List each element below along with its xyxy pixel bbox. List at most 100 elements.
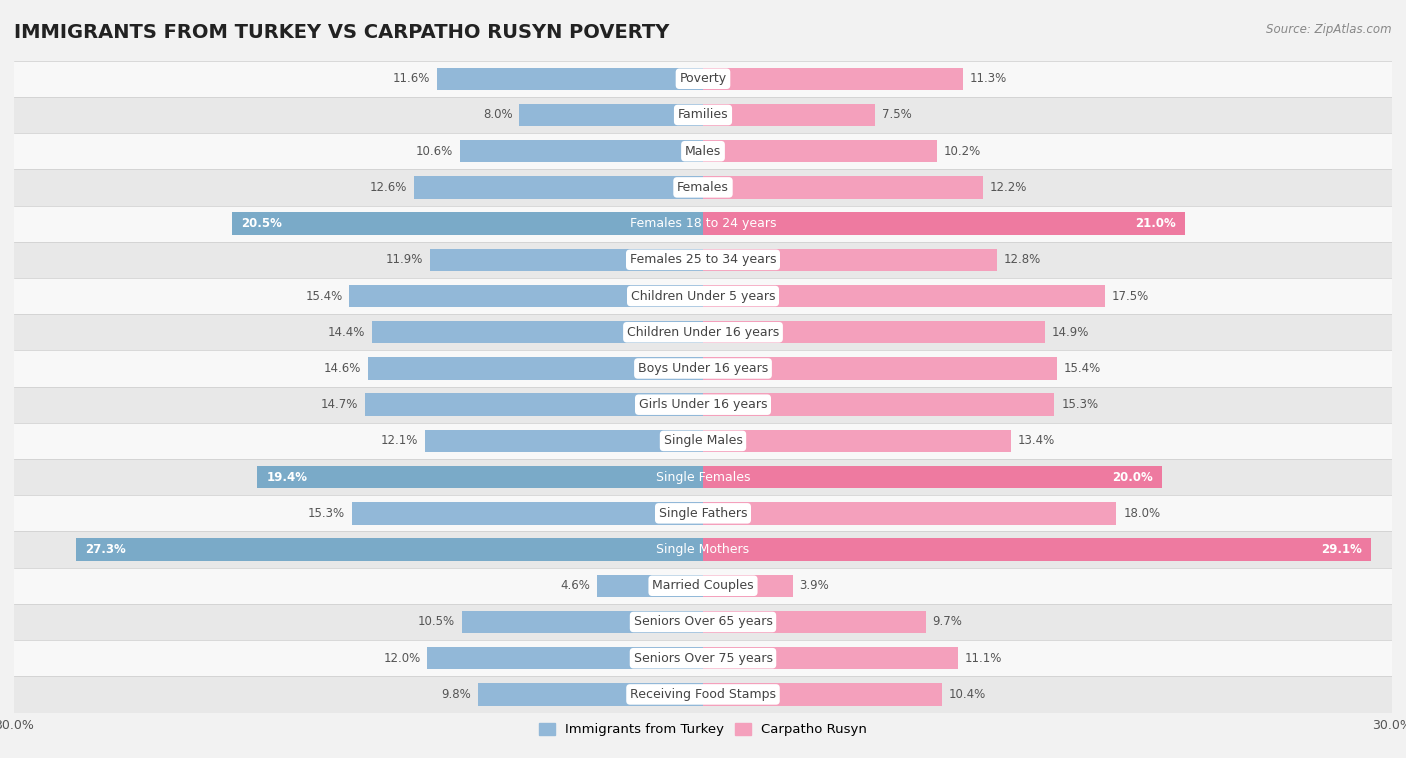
Text: 10.2%: 10.2% [945,145,981,158]
Bar [703,393,1054,416]
Bar [14,459,1392,495]
Bar [703,611,925,633]
Bar [703,683,942,706]
Bar [76,538,703,561]
Bar [437,67,703,90]
Bar [598,575,703,597]
Text: 20.5%: 20.5% [242,217,283,230]
Text: Single Males: Single Males [664,434,742,447]
Text: 12.6%: 12.6% [370,181,406,194]
Text: Poverty: Poverty [679,72,727,85]
Bar [703,538,1371,561]
Text: 7.5%: 7.5% [882,108,912,121]
Text: 20.0%: 20.0% [1112,471,1153,484]
Bar [703,575,793,597]
Text: 9.7%: 9.7% [932,615,963,628]
Bar [703,466,1163,488]
Text: Families: Families [678,108,728,121]
Bar [703,67,963,90]
Bar [413,176,703,199]
Bar [232,212,703,235]
Text: Seniors Over 75 years: Seniors Over 75 years [634,652,772,665]
Bar [14,350,1392,387]
Bar [257,466,703,488]
Bar [425,430,703,452]
Bar [352,502,703,525]
Text: 12.0%: 12.0% [384,652,420,665]
Text: 15.3%: 15.3% [308,507,344,520]
Text: 11.9%: 11.9% [385,253,423,266]
Text: Females 25 to 34 years: Females 25 to 34 years [630,253,776,266]
Text: 4.6%: 4.6% [561,579,591,592]
Bar [703,357,1057,380]
Text: 10.6%: 10.6% [415,145,453,158]
Text: Females: Females [678,181,728,194]
Bar [519,104,703,126]
Text: 14.7%: 14.7% [321,398,359,411]
Text: 14.9%: 14.9% [1052,326,1090,339]
Bar [703,249,997,271]
Bar [14,495,1392,531]
Text: Single Females: Single Females [655,471,751,484]
Bar [14,242,1392,278]
Bar [703,647,957,669]
Bar [14,640,1392,676]
Bar [427,647,703,669]
Bar [349,285,703,307]
Bar [366,393,703,416]
Text: IMMIGRANTS FROM TURKEY VS CARPATHO RUSYN POVERTY: IMMIGRANTS FROM TURKEY VS CARPATHO RUSYN… [14,23,669,42]
Bar [703,430,1011,452]
Text: Children Under 16 years: Children Under 16 years [627,326,779,339]
Text: 3.9%: 3.9% [800,579,830,592]
Text: 11.6%: 11.6% [392,72,430,85]
Text: Single Fathers: Single Fathers [659,507,747,520]
Text: 11.1%: 11.1% [965,652,1002,665]
Bar [703,321,1045,343]
Bar [14,61,1392,97]
Bar [14,568,1392,604]
Bar [14,604,1392,640]
Text: 14.4%: 14.4% [328,326,366,339]
Text: 10.5%: 10.5% [418,615,456,628]
Bar [14,278,1392,314]
Text: 17.5%: 17.5% [1112,290,1149,302]
Text: Boys Under 16 years: Boys Under 16 years [638,362,768,375]
Bar [14,205,1392,242]
Bar [14,314,1392,350]
Text: 12.1%: 12.1% [381,434,418,447]
Bar [373,321,703,343]
Bar [461,611,703,633]
Text: Females 18 to 24 years: Females 18 to 24 years [630,217,776,230]
Text: 19.4%: 19.4% [267,471,308,484]
Text: 10.4%: 10.4% [949,688,986,701]
Text: 8.0%: 8.0% [482,108,512,121]
Text: Seniors Over 65 years: Seniors Over 65 years [634,615,772,628]
Text: Source: ZipAtlas.com: Source: ZipAtlas.com [1267,23,1392,36]
Bar [703,502,1116,525]
Text: 12.8%: 12.8% [1004,253,1040,266]
Text: Children Under 5 years: Children Under 5 years [631,290,775,302]
Text: Single Mothers: Single Mothers [657,543,749,556]
Bar [14,169,1392,205]
Bar [703,176,983,199]
Text: 14.6%: 14.6% [323,362,361,375]
Bar [430,249,703,271]
Bar [14,97,1392,133]
Bar [14,676,1392,713]
Bar [14,387,1392,423]
Text: 9.8%: 9.8% [441,688,471,701]
Bar [478,683,703,706]
Text: 21.0%: 21.0% [1135,217,1175,230]
Text: Girls Under 16 years: Girls Under 16 years [638,398,768,411]
Bar [460,140,703,162]
Bar [703,285,1105,307]
Text: 15.4%: 15.4% [1063,362,1101,375]
Legend: Immigrants from Turkey, Carpatho Rusyn: Immigrants from Turkey, Carpatho Rusyn [534,718,872,742]
Bar [703,104,875,126]
Bar [14,531,1392,568]
Text: Receiving Food Stamps: Receiving Food Stamps [630,688,776,701]
Text: 27.3%: 27.3% [86,543,127,556]
Text: 11.3%: 11.3% [969,72,1007,85]
Text: 29.1%: 29.1% [1322,543,1362,556]
Text: 12.2%: 12.2% [990,181,1028,194]
